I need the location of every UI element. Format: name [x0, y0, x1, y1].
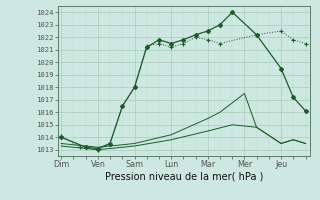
X-axis label: Pression niveau de la mer( hPa ): Pression niveau de la mer( hPa ) [105, 172, 263, 182]
